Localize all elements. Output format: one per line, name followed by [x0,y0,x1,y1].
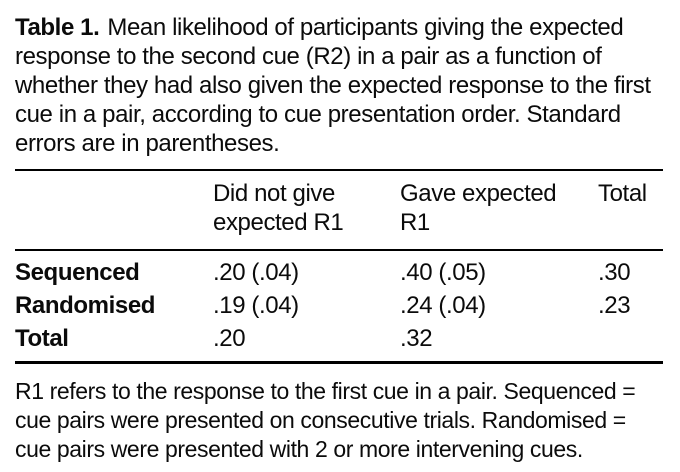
row-label-sequenced: Sequenced [15,259,140,286]
header-cell-total: Total [598,180,647,207]
cell-sequenced-total: .30 [598,259,631,286]
table-row: Sequenced .20 (.04) .40 (.05) .30 [15,256,663,289]
table-caption: Table 1. Mean likelihood of participants … [15,13,663,158]
table-header-row: Did not give expected R1 Gave expected R… [15,169,663,251]
table: Did not give expected R1 Gave expected R… [15,169,663,364]
header-cell-did-not-give-expected-r1: Did not give expected R1 [213,180,344,236]
cell-randomised-did-not-give: .19 (.04) [213,292,299,319]
cell-sequenced-gave-expected: .40 (.05) [400,259,486,286]
row-label-total: Total [15,325,69,352]
table-footnote: R1 refers to the response to the first c… [15,378,636,462]
table-row: Total .20 .32 [15,322,663,355]
cell-total-did-not-give: .20 [213,325,246,352]
table-caption-text: Mean likelihood of participants giving t… [15,14,651,157]
cell-total-gave-expected: .32 [400,325,433,352]
cell-randomised-gave-expected: .24 (.04) [400,292,486,319]
table-row: Randomised .19 (.04) .24 (.04) .23 [15,289,663,322]
table-caption-label: Table 1. [15,14,100,41]
cell-randomised-total: .23 [598,292,631,319]
row-label-randomised: Randomised [15,292,156,319]
cell-sequenced-did-not-give: .20 (.04) [213,259,299,286]
table-body: Sequenced .20 (.04) .40 (.05) .30 Random… [15,251,663,364]
header-cell-gave-expected-r1: Gave expected R1 [400,180,557,236]
